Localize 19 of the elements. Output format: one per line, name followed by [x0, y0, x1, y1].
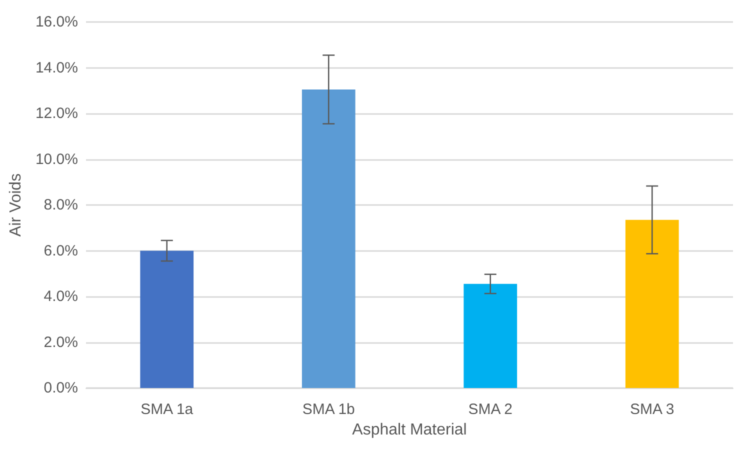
bar [302, 89, 356, 388]
y-tick-label: 10.0% [35, 150, 78, 168]
y-axis-title: Air Voids [8, 173, 24, 237]
x-tick-label: SMA 3 [630, 401, 674, 418]
y-tick-label: 4.0% [44, 288, 78, 305]
bar [464, 284, 518, 388]
x-tick-label: SMA 2 [468, 401, 512, 418]
bar [625, 220, 679, 388]
y-tick-label: 8.0% [44, 196, 78, 214]
y-tick-label: 14.0% [35, 59, 78, 76]
y-tick-label: 0.0% [44, 380, 78, 396]
y-tick-label: 6.0% [44, 242, 78, 260]
x-tick-label: SMA 1a [140, 401, 194, 418]
x-tick-label: SMA 1b [302, 401, 355, 418]
x-axis-title: Asphalt Material [352, 421, 467, 438]
bar [140, 250, 194, 388]
y-tick-label: 2.0% [44, 334, 78, 351]
y-tick-label: 16.0% [35, 14, 78, 30]
y-tick-label: 12.0% [35, 105, 78, 122]
